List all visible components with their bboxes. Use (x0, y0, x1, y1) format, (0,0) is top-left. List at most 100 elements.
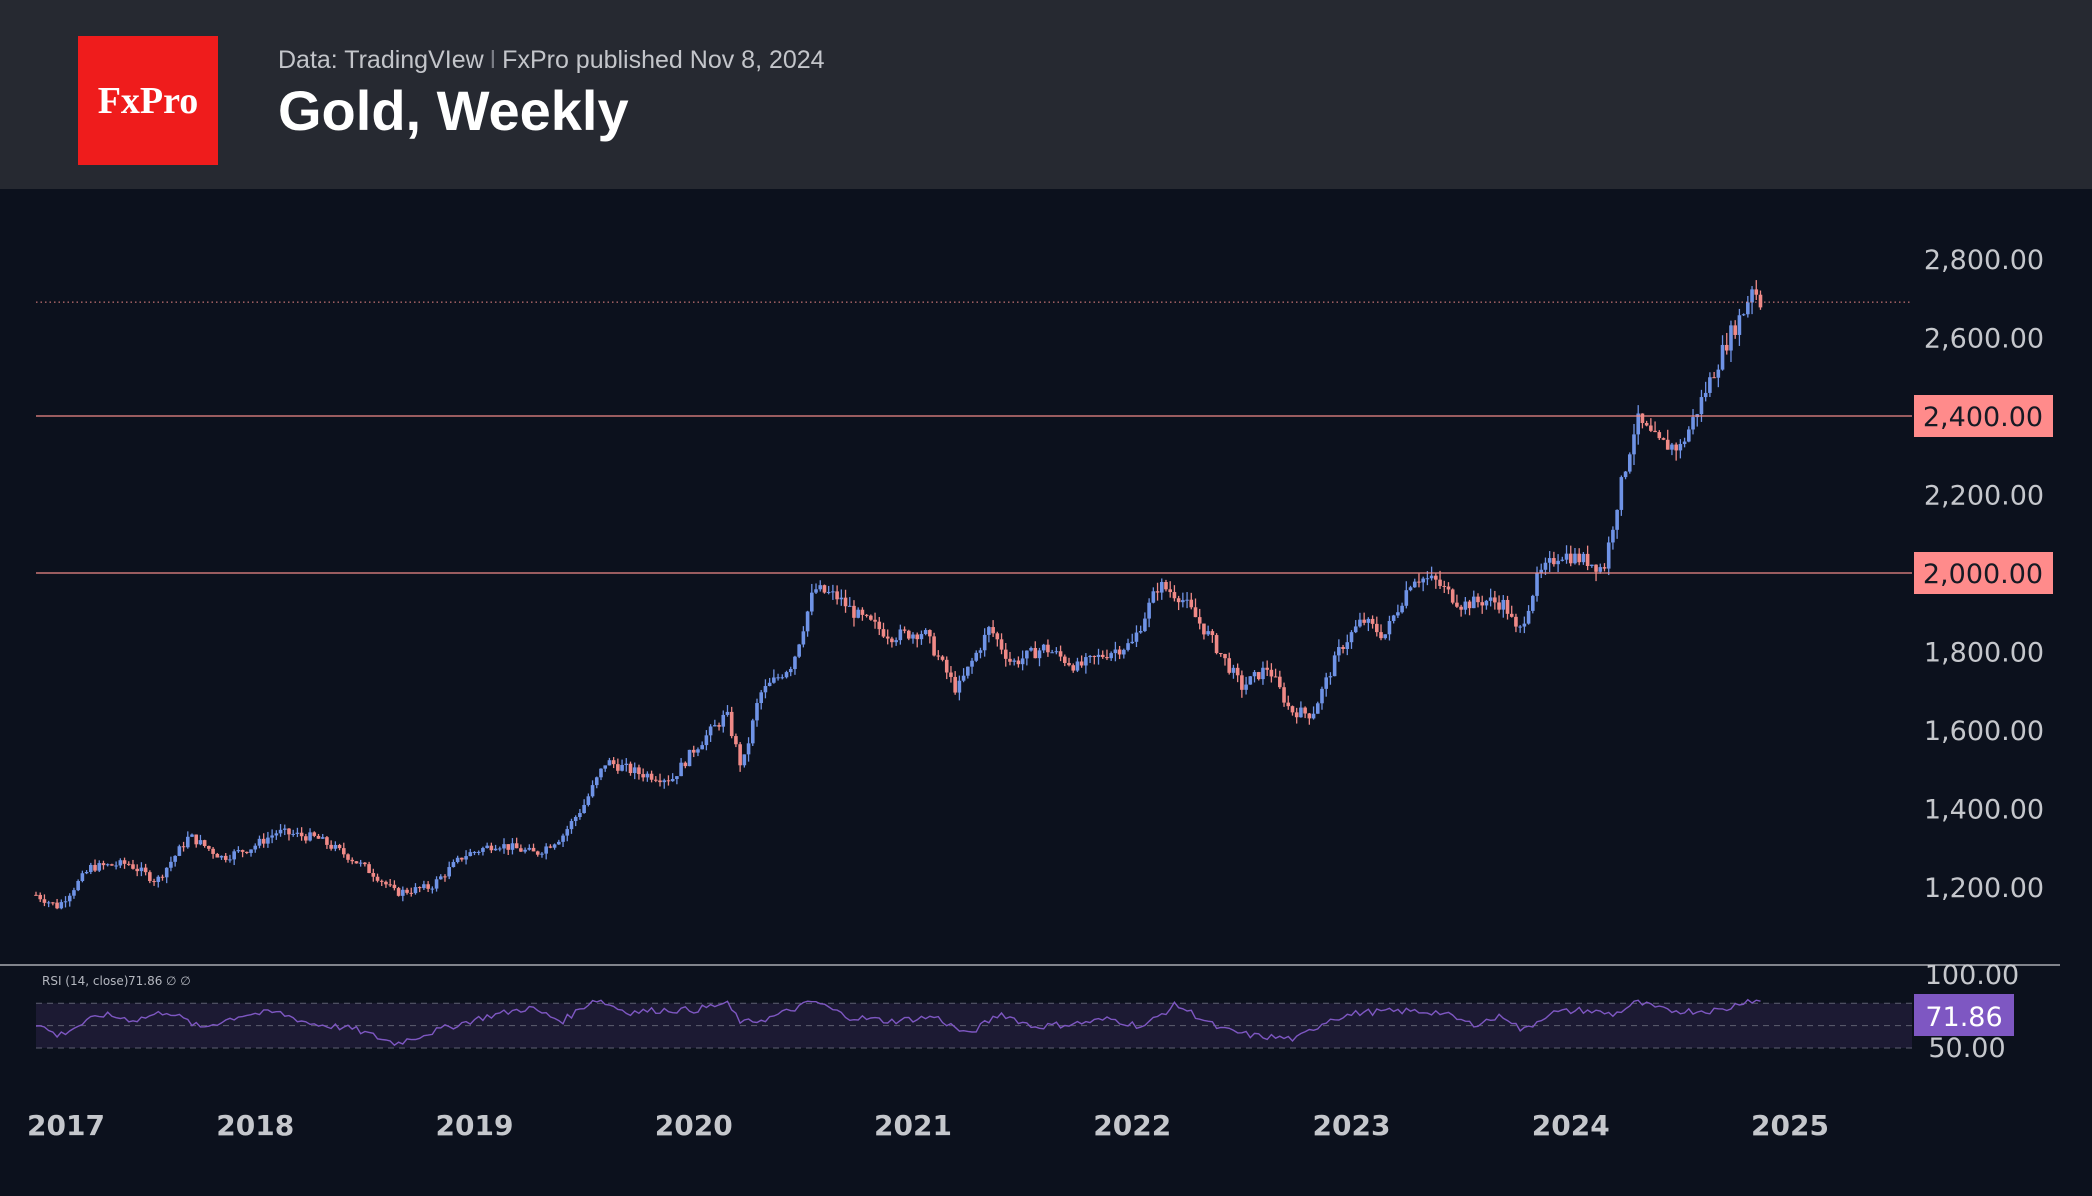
candle[interactable] (1568, 545, 1573, 567)
candle[interactable] (1084, 653, 1088, 674)
candle[interactable] (894, 637, 898, 646)
candle[interactable] (1269, 663, 1274, 683)
candle[interactable] (1147, 598, 1151, 628)
candle[interactable] (746, 737, 751, 762)
candle[interactable] (847, 597, 852, 607)
candle[interactable] (1526, 605, 1531, 625)
candle[interactable] (885, 629, 890, 645)
candle[interactable] (877, 617, 882, 636)
candle[interactable] (704, 730, 709, 751)
candle[interactable] (80, 870, 85, 883)
candle[interactable] (852, 600, 856, 627)
candle[interactable] (1585, 545, 1590, 571)
candle[interactable] (409, 887, 414, 897)
candle[interactable] (401, 886, 405, 902)
candle[interactable] (1231, 664, 1236, 679)
candle[interactable] (987, 625, 991, 643)
candle[interactable] (991, 620, 995, 637)
candle[interactable] (1623, 470, 1628, 480)
candle[interactable] (489, 842, 494, 854)
candle[interactable] (1754, 280, 1759, 300)
candle[interactable] (814, 583, 818, 594)
candle[interactable] (211, 847, 215, 859)
candle[interactable] (101, 860, 106, 870)
candle[interactable] (1383, 634, 1388, 640)
candle[interactable] (1606, 536, 1611, 576)
candle[interactable] (772, 669, 776, 684)
candle[interactable] (438, 874, 443, 880)
candle[interactable] (291, 829, 295, 837)
candle[interactable] (915, 632, 920, 648)
candle[interactable] (89, 862, 93, 875)
candle[interactable] (1227, 652, 1232, 675)
candle[interactable] (1130, 633, 1135, 644)
candle[interactable] (219, 855, 224, 860)
candle[interactable] (535, 850, 540, 857)
candle[interactable] (628, 761, 633, 776)
candle[interactable] (443, 874, 447, 882)
candle[interactable] (363, 862, 367, 867)
candle[interactable] (76, 879, 80, 892)
candle[interactable] (662, 778, 667, 789)
candle[interactable] (586, 793, 591, 807)
candle[interactable] (1665, 429, 1670, 450)
candle[interactable] (1619, 475, 1624, 516)
candle[interactable] (1459, 604, 1463, 617)
candle[interactable] (1223, 653, 1227, 666)
candle[interactable] (1484, 599, 1489, 610)
candle[interactable] (497, 846, 502, 852)
candle[interactable] (658, 773, 662, 787)
candle[interactable] (1627, 452, 1632, 474)
candle[interactable] (1649, 418, 1653, 433)
price-chart[interactable]: 2,400.00 2,000.00 1,200.00 1,400.00 1,600.0… (0, 189, 2092, 1196)
candle[interactable] (1282, 682, 1286, 707)
candle[interactable] (675, 776, 679, 785)
candle[interactable] (793, 655, 797, 675)
candle[interactable] (1750, 286, 1754, 315)
candle[interactable] (1438, 570, 1442, 590)
candle[interactable] (784, 670, 789, 679)
candle[interactable] (995, 631, 1000, 647)
candle[interactable] (1374, 616, 1379, 637)
candle[interactable] (1126, 638, 1130, 652)
candle[interactable] (354, 861, 359, 864)
candle[interactable] (700, 741, 704, 750)
candle[interactable] (341, 842, 346, 858)
candle[interactable] (266, 831, 270, 848)
candle[interactable] (708, 724, 713, 742)
candle[interactable] (561, 833, 565, 847)
candle[interactable] (1299, 701, 1303, 718)
candle[interactable] (1573, 548, 1577, 565)
candle[interactable] (1556, 554, 1560, 573)
candle[interactable] (1670, 442, 1674, 456)
candle[interactable] (1092, 655, 1097, 665)
candle[interactable] (679, 758, 683, 777)
candle[interactable] (185, 831, 190, 849)
candle[interactable] (299, 827, 304, 841)
candle[interactable] (270, 829, 274, 844)
candle[interactable] (110, 863, 114, 866)
candle[interactable] (839, 589, 844, 606)
candle[interactable] (72, 887, 76, 899)
candle[interactable] (118, 858, 123, 869)
candle[interactable] (1240, 670, 1244, 698)
candle[interactable] (320, 833, 325, 839)
candle[interactable] (177, 844, 182, 857)
candle[interactable] (455, 855, 460, 864)
candle[interactable] (430, 886, 435, 894)
candle[interactable] (282, 824, 287, 836)
candle[interactable] (379, 879, 384, 887)
candle[interactable] (970, 657, 974, 674)
candle[interactable] (519, 844, 523, 853)
candle[interactable] (434, 876, 439, 892)
candle[interactable] (911, 632, 915, 644)
candle[interactable] (940, 655, 945, 662)
candle[interactable] (949, 666, 953, 683)
candle[interactable] (126, 861, 131, 866)
candle[interactable] (1421, 576, 1425, 592)
candle[interactable] (38, 892, 43, 903)
candle[interactable] (873, 612, 877, 629)
candle[interactable] (63, 896, 68, 908)
candle[interactable] (645, 771, 650, 782)
candle[interactable] (51, 901, 55, 906)
